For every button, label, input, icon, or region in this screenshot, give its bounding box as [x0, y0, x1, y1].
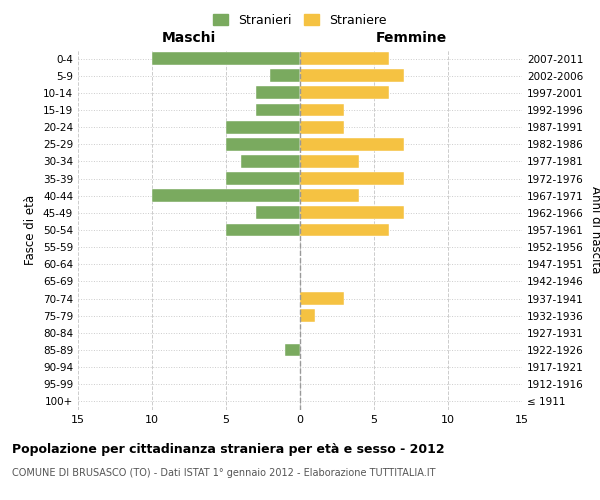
Bar [300, 120, 344, 134]
Bar [256, 86, 300, 100]
Bar [300, 86, 389, 100]
Bar [152, 190, 300, 202]
Bar [300, 310, 315, 322]
Text: Maschi: Maschi [162, 31, 216, 45]
Text: COMUNE DI BRUSASCO (TO) - Dati ISTAT 1° gennaio 2012 - Elaborazione TUTTITALIA.I: COMUNE DI BRUSASCO (TO) - Dati ISTAT 1° … [12, 468, 436, 477]
Bar [241, 155, 300, 168]
Bar [300, 206, 404, 220]
Bar [300, 172, 404, 185]
Y-axis label: Anni di nascita: Anni di nascita [589, 186, 600, 274]
Bar [300, 224, 389, 236]
Text: Femmine: Femmine [376, 31, 446, 45]
Bar [226, 138, 300, 150]
Bar [226, 224, 300, 236]
Bar [256, 104, 300, 117]
Legend: Stranieri, Straniere: Stranieri, Straniere [208, 8, 392, 32]
Y-axis label: Fasce di età: Fasce di età [25, 195, 37, 265]
Bar [271, 70, 300, 82]
Bar [300, 138, 404, 150]
Bar [300, 104, 344, 117]
Bar [226, 120, 300, 134]
Bar [300, 52, 389, 65]
Bar [300, 70, 404, 82]
Bar [300, 292, 344, 305]
Bar [152, 52, 300, 65]
Bar [285, 344, 300, 356]
Bar [226, 172, 300, 185]
Bar [300, 190, 359, 202]
Text: Popolazione per cittadinanza straniera per età e sesso - 2012: Popolazione per cittadinanza straniera p… [12, 442, 445, 456]
Bar [300, 155, 359, 168]
Bar [256, 206, 300, 220]
